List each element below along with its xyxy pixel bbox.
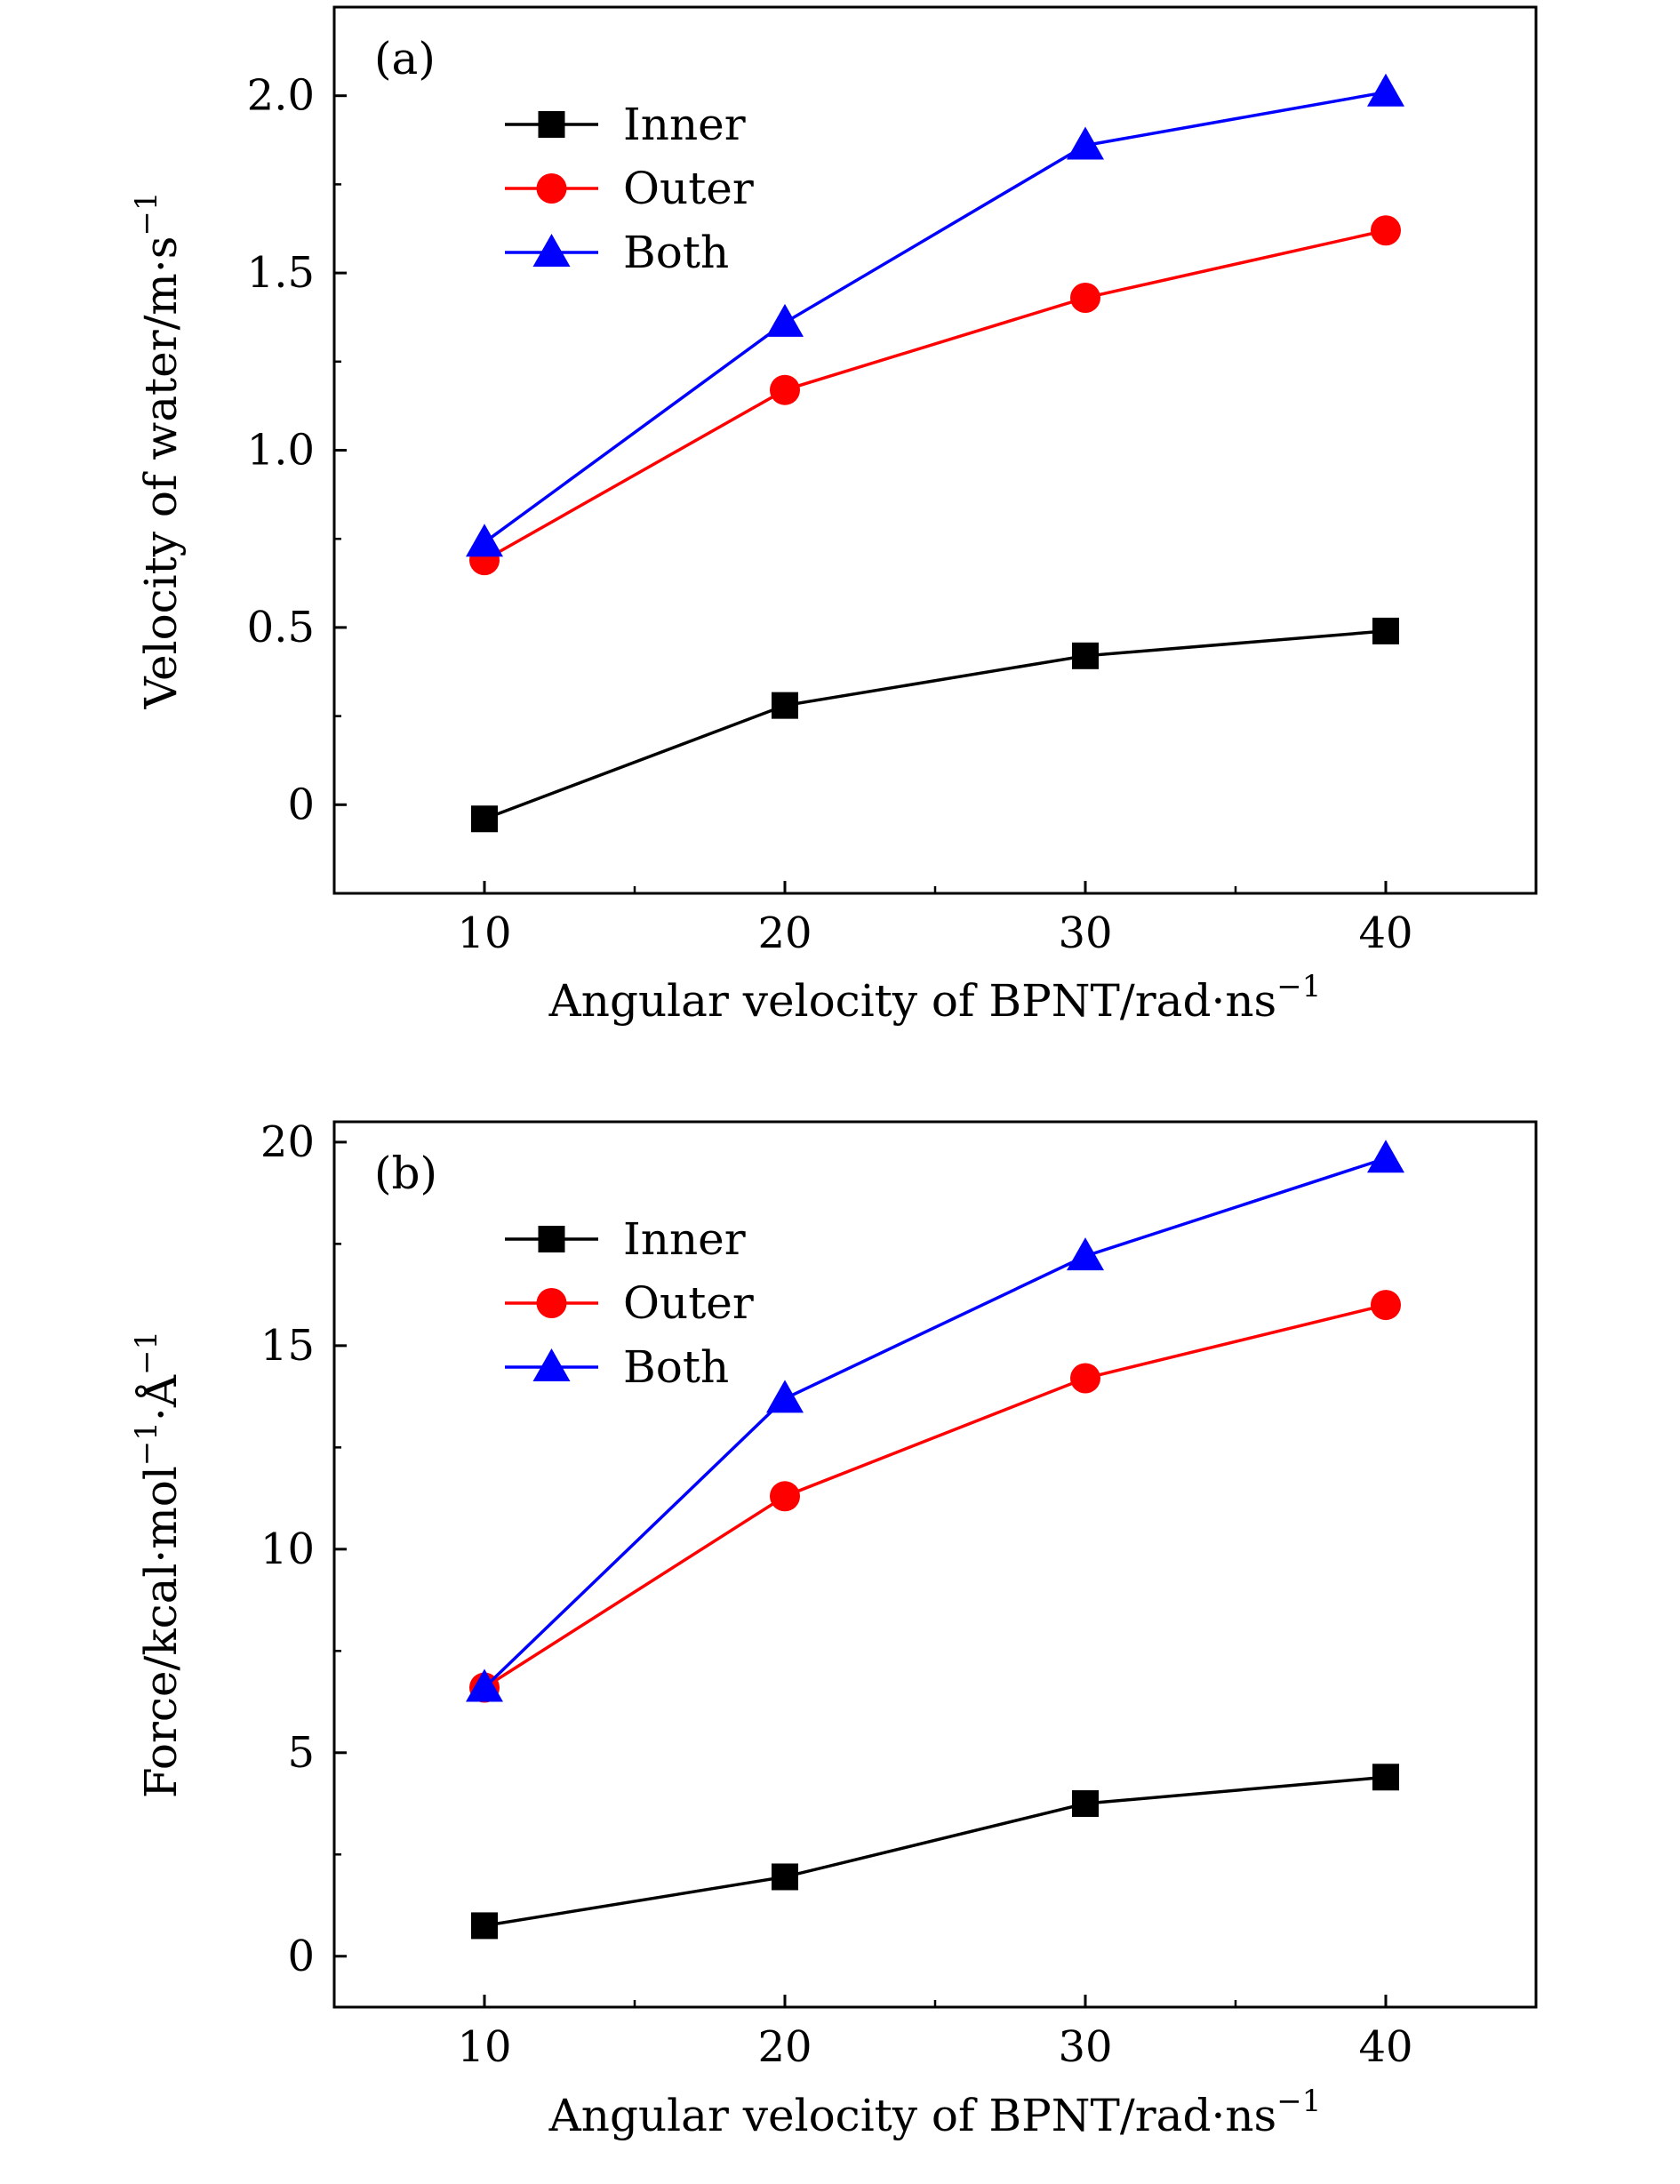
y-tick-label: 0 — [287, 780, 315, 829]
x-axis-title: Angular velocity of BPNT/rad·ns−1 — [548, 2084, 1322, 2141]
panel-label: (b) — [374, 1148, 437, 1199]
y-tick-label: 1.5 — [247, 248, 315, 298]
legend-marker-both — [532, 1348, 571, 1381]
data-point-both — [766, 303, 804, 337]
legend-marker-inner — [538, 1226, 565, 1252]
legend-label-inner: Inner — [623, 99, 746, 150]
x-tick-label: 10 — [457, 908, 511, 958]
y-axis-title-unit: ·Å — [134, 1374, 187, 1421]
y-tick-label: 2.0 — [247, 71, 315, 121]
legend-marker-both — [532, 234, 571, 267]
legend-label-inner: Inner — [623, 1213, 746, 1265]
series-line-inner — [484, 629, 1387, 820]
x-tick-label: 30 — [1058, 908, 1112, 958]
legend-marker-inner — [538, 111, 565, 138]
legend: Inner Outer Both — [505, 99, 754, 278]
series-line-outer — [484, 1303, 1387, 1690]
legend-label-both: Both — [623, 1341, 729, 1393]
data-point-both — [1067, 1237, 1104, 1271]
y-axis-title: Force/kcal·mol−1·Å−1 — [129, 1331, 187, 1798]
data-point-both — [1067, 126, 1104, 160]
series-both — [466, 73, 1404, 557]
data-point-inner — [1372, 1764, 1399, 1791]
chart-panel-a: 10 20 30 40 0 0.5 1.0 1.5 2.0 (a) Angular velocity… — [129, 5, 1538, 1027]
y-tick-label: 1.0 — [247, 426, 315, 476]
series-line-outer — [484, 228, 1387, 562]
data-point-inner — [772, 1863, 798, 1891]
y-axis-title-main: Force/kcal·mol — [135, 1466, 187, 1798]
x-axis-title-main: Angular velocity of BPNT/rad·ns — [548, 975, 1277, 1027]
data-point-both — [466, 524, 503, 557]
y-tick-label: 0.5 — [247, 603, 315, 652]
legend: Inner Outer Both — [505, 1213, 754, 1393]
series-line-inner — [484, 1775, 1387, 1928]
plot-frame — [332, 5, 1538, 895]
y-tick-label: 20 — [260, 1117, 315, 1167]
data-point-inner — [1372, 617, 1399, 644]
y-axis-title-superscript-2: −1 — [129, 1331, 164, 1375]
series-outer — [469, 215, 1401, 576]
x-tick-label: 30 — [1058, 2022, 1112, 2072]
x-tick-label: 10 — [457, 2022, 511, 2072]
y-tick-label: 10 — [260, 1524, 315, 1574]
x-axis-title-main: Angular velocity of BPNT/rad·ns — [548, 2090, 1277, 2141]
series-line-both — [483, 1156, 1387, 1689]
x-axis-title-superscript: −1 — [1276, 969, 1321, 1004]
x-tick-label: 20 — [757, 908, 812, 958]
series-line-both — [483, 90, 1387, 544]
data-point-both — [1367, 73, 1404, 107]
plot-frame — [332, 1120, 1538, 2009]
data-point-both — [466, 1668, 503, 1702]
data-point-outer — [770, 1481, 800, 1512]
data-point-inner — [1072, 642, 1099, 669]
data-point-outer — [1371, 215, 1401, 246]
legend-label-both: Both — [623, 227, 729, 278]
y-tick-label: 0 — [287, 1932, 315, 1981]
x-axis-title: Angular velocity of BPNT/rad·ns−1 — [548, 969, 1322, 1027]
panel-label: (a) — [374, 33, 436, 84]
data-point-inner — [471, 1912, 498, 1940]
y-axis-title-main: Velocity of water/m·s — [135, 236, 187, 710]
legend-marker-outer — [536, 173, 567, 204]
y-axis-title: Velocity of water/m·s−1 — [129, 191, 187, 709]
x-tick-label: 20 — [757, 2022, 812, 2072]
data-point-outer — [1070, 1363, 1100, 1394]
y-tick-label: 5 — [287, 1728, 315, 1778]
x-axis-title-superscript: −1 — [1276, 2084, 1321, 2119]
data-point-outer — [770, 374, 800, 405]
y-axis-title-superscript: −1 — [129, 191, 164, 236]
data-point-inner — [772, 692, 798, 719]
legend-label-outer: Outer — [623, 1277, 754, 1329]
y-tick-label: 15 — [260, 1321, 315, 1371]
series-outer — [469, 1290, 1401, 1703]
data-point-both — [766, 1380, 804, 1413]
data-point-both — [1367, 1140, 1404, 1173]
legend-marker-outer — [536, 1288, 567, 1318]
series-inner — [471, 1764, 1399, 1940]
chart-panel-b: 10 20 30 40 0 5 10 15 20 (b) Angular velocity of B… — [129, 1117, 1538, 2141]
x-tick-label: 40 — [1358, 908, 1412, 958]
series-both — [466, 1140, 1404, 1702]
data-point-outer — [1371, 1290, 1401, 1321]
x-tick-label: 40 — [1358, 2022, 1412, 2072]
y-axis-title-superscript: −1 — [129, 1421, 164, 1466]
series-inner — [471, 617, 1399, 833]
data-point-inner — [471, 805, 498, 833]
legend-label-outer: Outer — [623, 163, 754, 214]
data-point-outer — [1070, 283, 1100, 314]
data-point-inner — [1072, 1790, 1099, 1818]
